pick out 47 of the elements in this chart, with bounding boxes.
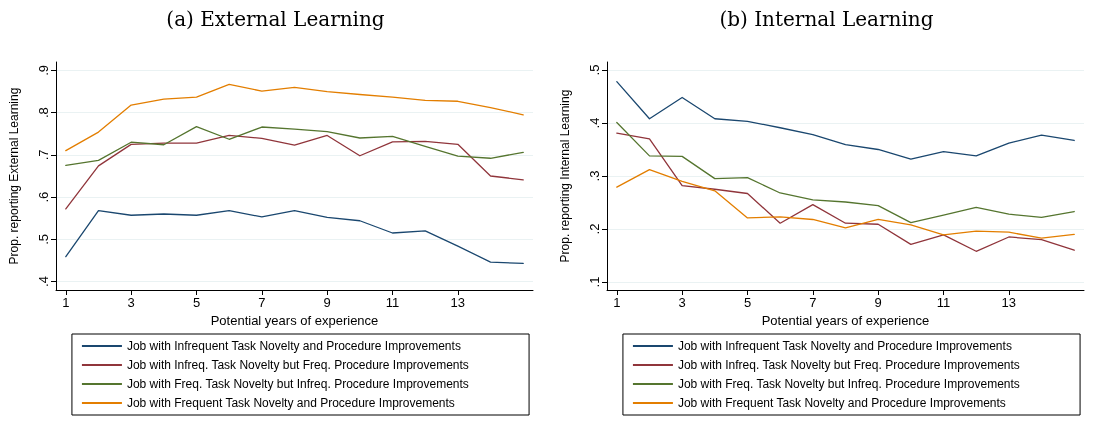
- y-tick-label: .5: [587, 64, 602, 76]
- x-axis-title: Potential years of experience: [210, 312, 379, 328]
- chart-title: (a) External Learning: [166, 7, 385, 31]
- x-tick-label: 1: [613, 295, 621, 310]
- y-axis-title: Prop. reporting External Learning: [7, 87, 21, 265]
- x-tick-label: 3: [127, 295, 135, 310]
- y-tick-label: .5: [36, 233, 51, 245]
- y-tick-label: .6: [36, 191, 51, 203]
- x-tick-label: 7: [258, 295, 266, 310]
- x-tick-label: 7: [809, 295, 817, 310]
- x-tick-label: 5: [192, 295, 201, 310]
- x-tick-label: 9: [323, 295, 331, 310]
- legend-label: Job with Freq. Task Novelty but Infreq. Procedure Improvements: [677, 377, 1020, 391]
- legend-label: Job with Frequent Task Novelty and Procedure Improvements: [677, 396, 1006, 410]
- line-series: [65, 209, 524, 265]
- y-tick-label: .4: [587, 117, 602, 129]
- legend-label: Job with Infreq. Task Novelty but Freq. Procedure Improvements: [126, 358, 469, 372]
- x-tick-label: 13: [450, 295, 466, 310]
- legend-label: Job with Freq. Task Novelty but Infreq. Procedure Improvements: [126, 377, 469, 391]
- legend-label: Job with Frequent Task Novelty and Procedure Improvements: [126, 396, 455, 410]
- line-series: [65, 83, 524, 152]
- line-series: [616, 132, 1075, 252]
- y-tick-label: .3: [587, 170, 602, 182]
- line-series: [65, 134, 524, 210]
- legend-label: Job with Infrequent Task Novelty and Procedure Improvements: [126, 339, 461, 353]
- legend-label: Job with Infrequent Task Novelty and Procedure Improvements: [677, 339, 1012, 353]
- legend-label: Job with Infreq. Task Novelty but Freq. Procedure Improvements: [677, 358, 1020, 372]
- y-tick-label: .4: [36, 276, 51, 287]
- x-tick-label: 13: [1001, 295, 1017, 310]
- x-tick-label: 11: [936, 295, 951, 310]
- x-axis-title: Potential years of experience: [761, 312, 930, 328]
- x-tick-label: 11: [385, 295, 400, 310]
- line-series: [65, 125, 524, 167]
- x-tick-label: 3: [678, 295, 686, 310]
- y-tick-label: .1: [587, 276, 602, 288]
- y-tick-label: .2: [587, 223, 602, 235]
- chart-title: (b) Internal Learning: [719, 7, 934, 31]
- y-tick-label: .8: [36, 107, 51, 119]
- x-tick-label: 9: [874, 295, 882, 310]
- y-tick-label: .9: [36, 65, 51, 76]
- x-tick-label: 1: [62, 295, 70, 310]
- line-series: [616, 121, 1075, 224]
- line-series: [616, 80, 1075, 160]
- line-series: [616, 168, 1075, 239]
- y-tick-label: .7: [36, 149, 51, 161]
- y-axis-title: Prop. reporting Internal Learning: [558, 89, 572, 263]
- x-tick-label: 5: [743, 295, 752, 310]
